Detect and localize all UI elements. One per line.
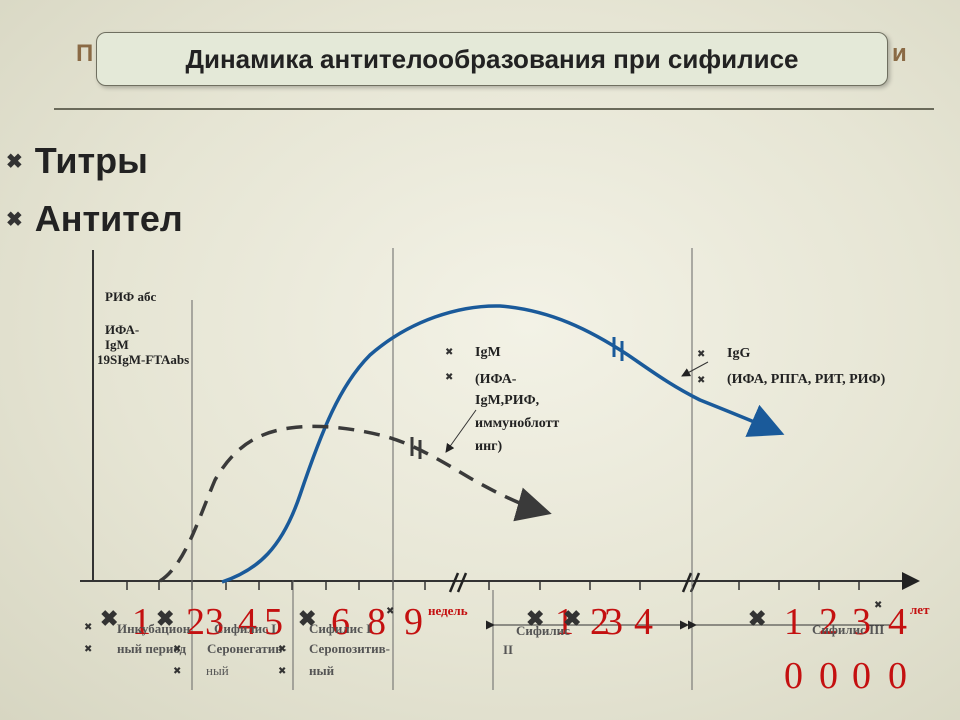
igm-pointer [445, 409, 477, 453]
incubation-label-1: Инкубацион [117, 621, 191, 636]
syph1-pos-label-3: ный [309, 663, 335, 678]
title-underline [54, 108, 934, 110]
igm-methods-1: (ИФА- [475, 372, 517, 387]
week-1: 1 [132, 601, 151, 643]
syph2-label-1: Сифилис [516, 623, 570, 638]
year-1-zero: 0 [784, 655, 803, 697]
syph3-label: Сифилис III [812, 622, 885, 637]
igg-title: IgG [727, 346, 751, 361]
week-6: 6 [331, 601, 350, 643]
x-bullet-icon: ✖ [156, 606, 175, 631]
bullet-text: Титры [34, 140, 148, 181]
x-bullet-icon: ✖ [100, 606, 119, 631]
year-4: 4 [888, 601, 907, 643]
x-bullet-icon: ✖ [697, 349, 706, 360]
x-bullet-icon: ✖ [563, 606, 582, 631]
x-bullet-icon: ✖ [84, 644, 93, 655]
x-bullet-icon: ✖ [445, 347, 454, 358]
year-1: 1 [784, 601, 803, 643]
x-bullet-icon: ✖ [445, 372, 454, 383]
x-bullet-icon: ✖ [6, 208, 23, 231]
x-bullet-icon: ✖ [874, 600, 883, 611]
igm-methods-3: иммуноблотт [475, 416, 560, 431]
slide-title-text: Динамика антителообразования при сифилис… [185, 43, 799, 74]
syph1-neg-label-1: Сифилис I [214, 621, 277, 636]
ifa-igm-label-line1: ИФА- [105, 322, 140, 337]
ifa-igm-label-line2: IgM [105, 337, 129, 352]
x-axis-ticks [126, 581, 860, 590]
bullet-antibodies: ✖ Антител [6, 198, 183, 240]
mid-3: 3 [604, 601, 623, 643]
bullet-text: Антител [34, 198, 183, 239]
igg-curve [221, 304, 785, 584]
week-5: 5 [264, 601, 283, 643]
bullet-titers: ✖ Титры [6, 140, 148, 182]
x-bullet-icon: ✖ [298, 606, 317, 631]
igm-title: IgM [475, 345, 501, 360]
igm-methods-2: IgM,РИФ, [475, 393, 540, 408]
week-9: 9 [404, 601, 423, 643]
x-bullet-icon: ✖ [526, 606, 545, 631]
mid-4: 4 [634, 601, 653, 643]
igm-curve-break [410, 437, 422, 459]
mid-2: 2 [590, 601, 609, 643]
x-bullet-icon: ✖ [278, 644, 287, 655]
igm-methods-4: инг) [475, 439, 503, 454]
week-4: 4 [238, 601, 257, 643]
week-8: 8 [367, 601, 386, 643]
slide-title: Динамика антителообразования при сифилис… [96, 32, 888, 86]
fta-abs-label: 19SIgM-FTAabs [97, 352, 190, 367]
x-bullet-icon: ✖ [173, 644, 182, 655]
mid-1: 1 [555, 601, 574, 643]
x-bullet-icon: ✖ [278, 666, 287, 677]
year-3-zero: 0 [852, 655, 871, 697]
x-bullet-icon: ✖ [748, 606, 767, 631]
x-bullet-icon: ✖ [6, 150, 23, 173]
syph1-neg-label-2: Серонегатив- [207, 641, 287, 656]
years-unit: лет [910, 602, 930, 617]
week-2-3: 23 [186, 601, 224, 643]
syph1-neg-label-3: ный [206, 663, 229, 678]
x-bullet-icon: ✖ [84, 622, 93, 633]
weeks-unit: недель [428, 603, 468, 618]
rif-abs-label: РИФ абс [105, 289, 157, 304]
year-4-zero: 0 [888, 655, 907, 697]
x-bullet-icon: ✖ [697, 375, 706, 386]
year-2: 2 [819, 601, 838, 643]
syph1-pos-label-1: Сифилис I [309, 621, 372, 636]
syph2-label-2: II [503, 642, 514, 657]
x-bullet-icon: ✖ [173, 666, 182, 677]
year-3: 3 [852, 601, 871, 643]
year-2-zero: 0 [819, 655, 838, 697]
igg-curve-break [612, 337, 624, 361]
hidden-title-fragment-left: П [76, 40, 94, 67]
axis-break-years [681, 572, 701, 593]
incubation-label-2: ный период [117, 641, 187, 656]
hidden-title-fragment-right: и [892, 40, 907, 67]
period-dividers [191, 248, 693, 690]
igg-pointer [681, 361, 709, 377]
syph1-pos-label-2: Серопозитив- [309, 641, 390, 656]
x-bullet-icon: ✖ [386, 606, 395, 617]
axis-break-weeks [448, 572, 468, 593]
igg-methods: (ИФА, РПГА, РИТ, РИФ) [727, 372, 886, 387]
